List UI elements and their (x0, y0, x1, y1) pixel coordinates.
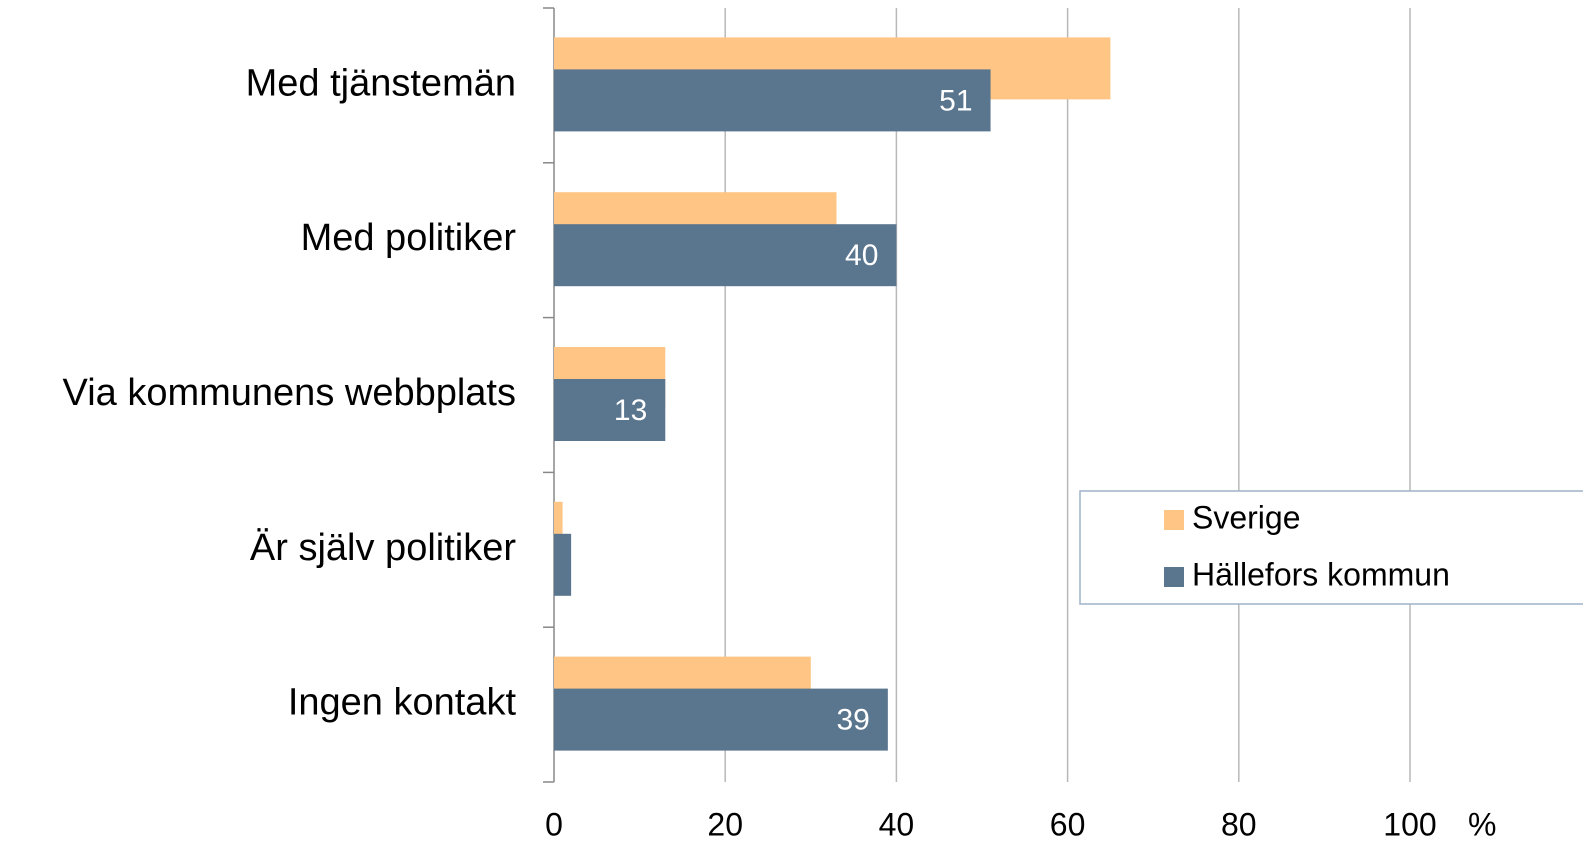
y-tick-label: Med tjänstemän (246, 62, 516, 104)
x-tick-label: 20 (707, 806, 743, 842)
legend-box (1079, 490, 1583, 605)
x-tick-label: 100 (1383, 806, 1436, 842)
legend-swatch (1164, 567, 1184, 587)
bar (554, 501, 563, 564)
data-label: 13 (614, 394, 647, 427)
y-tick-label: Ingen kontakt (288, 682, 517, 724)
data-label: 51 (939, 84, 972, 117)
bar (554, 688, 888, 751)
x-tick-label: 40 (879, 806, 915, 842)
legend-label: Sverige (1192, 499, 1301, 535)
y-tick-label: Via kommunens webbplats (63, 372, 516, 414)
x-tick-label: 80 (1221, 806, 1257, 842)
y-tick-label: Är själv politiker (250, 527, 516, 569)
x-tick-label: 60 (1050, 806, 1086, 842)
legend-label: Hällefors kommun (1192, 556, 1450, 592)
y-tick-label: Med politiker (301, 217, 517, 259)
data-label: 39 (836, 704, 869, 737)
bar (554, 69, 991, 132)
legend-swatch (1164, 510, 1184, 530)
x-tick-label: 0 (545, 806, 563, 842)
bar (554, 379, 666, 441)
data-label: 40 (845, 239, 878, 272)
bar (554, 533, 572, 596)
bar (554, 224, 897, 287)
x-axis-label: % (1468, 806, 1496, 842)
